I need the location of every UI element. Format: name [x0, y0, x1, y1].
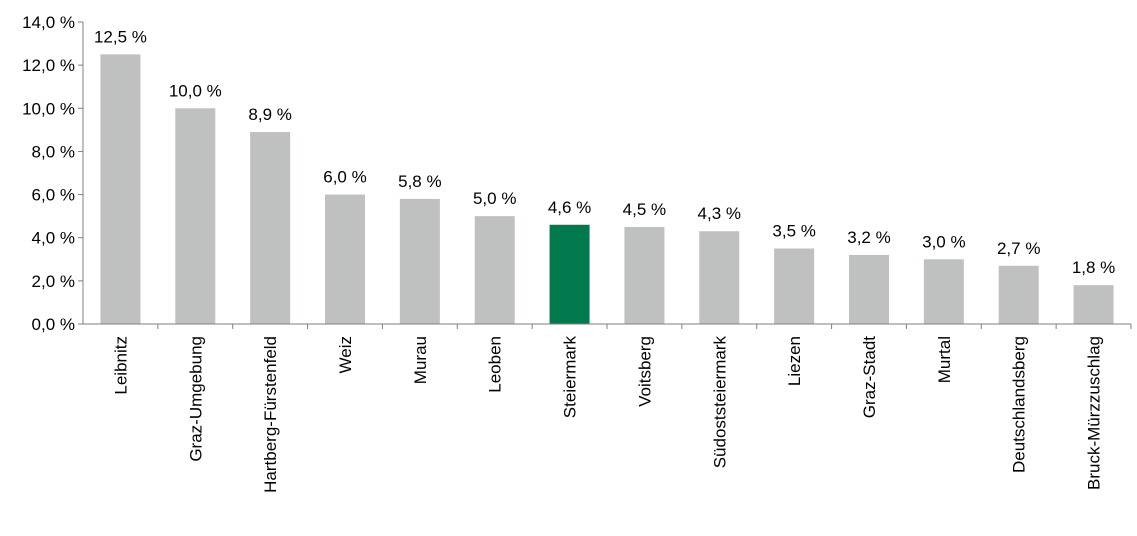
y-axis: 0,0 % 2,0 % 4,0 % 6,0 % 8,0 % 10,0 % 12,0 % 14,…: [22, 13, 83, 334]
data-label: 3,0 %: [922, 232, 965, 251]
y-tick-label: 8,0 %: [32, 142, 75, 161]
bar-hartberg-fürstenfeld: [250, 132, 290, 324]
data-label: 10,0 %: [169, 81, 222, 100]
bar-südoststeiermark: [699, 231, 739, 324]
data-label: 3,2 %: [847, 228, 890, 247]
data-label: 8,9 %: [248, 105, 291, 124]
bar-graz-stadt: [849, 255, 889, 324]
data-label: 3,5 %: [772, 222, 815, 241]
data-label: 6,0 %: [323, 168, 366, 187]
category-label: Graz-Umgebung: [186, 336, 205, 462]
data-label: 4,6 %: [548, 198, 591, 217]
category-label: Leibnitz: [111, 336, 130, 395]
value-labels: 12,5 % 10,0 % 8,9 % 6,0 % 5,8 % 5,0 % 4,6 % 4,5…: [94, 27, 1115, 277]
category-label: Südoststeiermark: [710, 336, 729, 469]
y-tick-label: 14,0 %: [22, 13, 75, 32]
bar-leoben: [475, 216, 515, 324]
data-label: 5,0 %: [473, 189, 516, 208]
bar-steiermark: [550, 225, 590, 324]
y-tick-label: 10,0 %: [22, 99, 75, 118]
bar-graz-umgebung: [175, 108, 215, 324]
bar-leibnitz: [100, 54, 140, 324]
data-label: 4,3 %: [698, 204, 741, 223]
category-label: Weiz: [336, 336, 355, 373]
y-tick-label: 6,0 %: [32, 186, 75, 205]
y-tick-label: 0,0 %: [32, 315, 75, 334]
bars: [100, 54, 1113, 324]
category-label: Murau: [411, 336, 430, 384]
category-label: Voitsberg: [635, 336, 654, 407]
category-label: Hartberg-Fürstenfeld: [261, 336, 280, 493]
category-label: Graz-Stadt: [860, 336, 879, 418]
category-label: Liezen: [785, 336, 804, 386]
data-label: 2,7 %: [997, 239, 1040, 258]
y-tick-label: 12,0 %: [22, 56, 75, 75]
category-label: Steiermark: [561, 336, 580, 419]
category-label: Bruck-Mürzzuschlag: [1085, 336, 1104, 490]
category-labels: Leibnitz Graz-Umgebung Hartberg-Fürstenfel…: [111, 324, 1131, 493]
category-label: Murtal: [935, 336, 954, 383]
y-tick-label: 2,0 %: [32, 272, 75, 291]
data-label: 5,8 %: [398, 172, 441, 191]
bar-murau: [400, 199, 440, 324]
bar-bruck-mürzzuschlag: [1074, 285, 1114, 324]
data-label: 1,8 %: [1072, 258, 1115, 277]
data-label: 12,5 %: [94, 27, 147, 46]
category-label: Deutschlandsberg: [1010, 336, 1029, 473]
data-label: 4,5 %: [623, 200, 666, 219]
category-label: Leoben: [486, 336, 505, 393]
bar-voitsberg: [624, 227, 664, 324]
bar-murtal: [924, 259, 964, 324]
bar-deutschlandsberg: [999, 266, 1039, 324]
bar-weiz: [325, 195, 365, 324]
bar-liezen: [774, 249, 814, 325]
y-tick-label: 4,0 %: [32, 229, 75, 248]
